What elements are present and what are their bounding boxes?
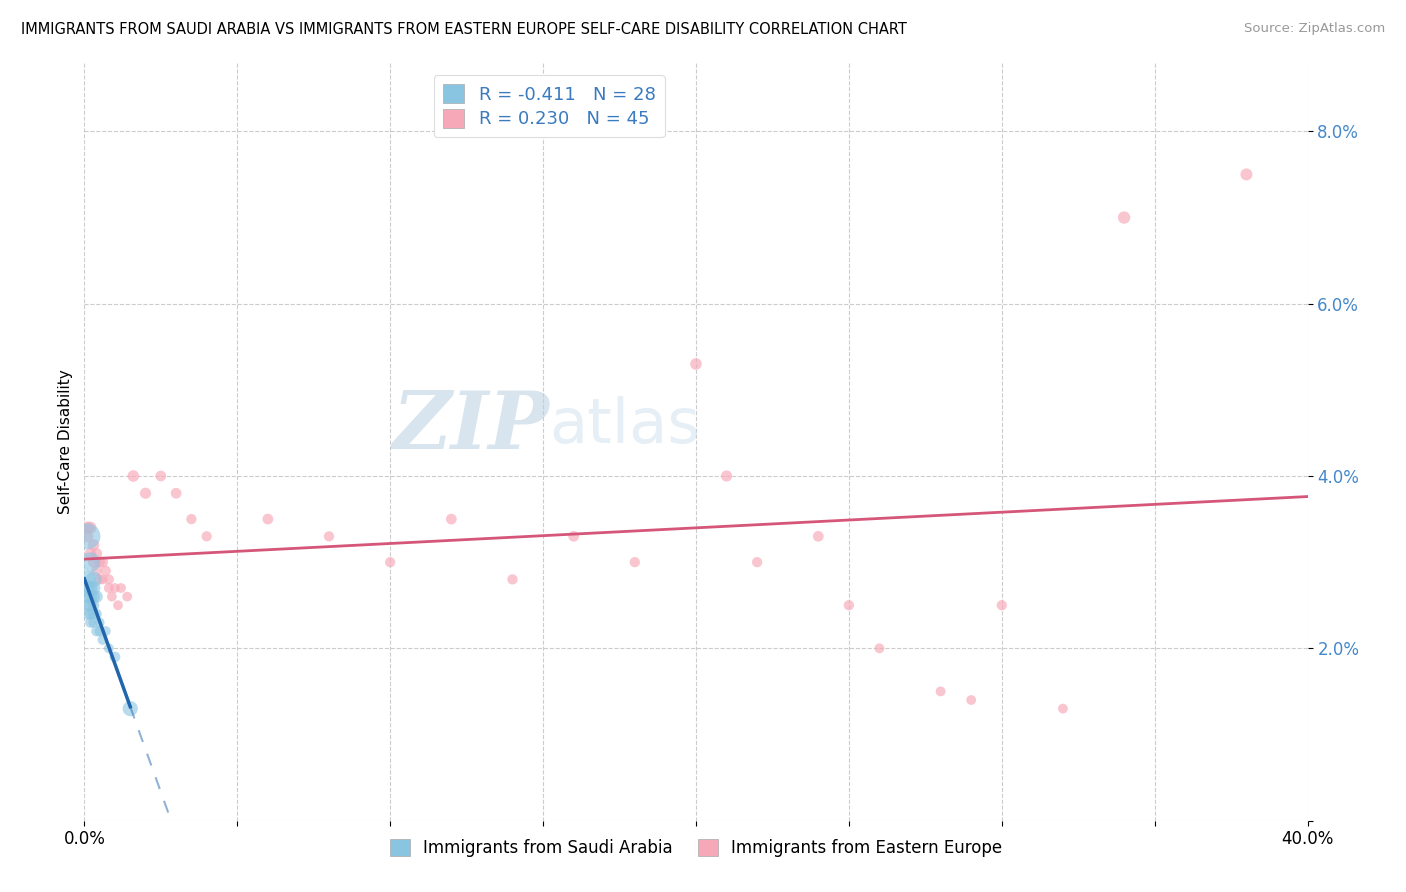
Point: [1236, 168, 1258, 182]
Point: [79, 555, 101, 569]
Y-axis label: Self-Care Disability: Self-Care Disability: [58, 369, 73, 514]
Point: [120, 701, 142, 715]
Point: [83, 581, 105, 595]
Point: [86, 590, 108, 604]
Point: [83, 607, 105, 621]
Text: IMMIGRANTS FROM SAUDI ARABIA VS IMMIGRANTS FROM EASTERN EUROPE SELF-CARE DISABIL: IMMIGRANTS FROM SAUDI ARABIA VS IMMIGRAN…: [21, 22, 907, 37]
Point: [149, 469, 172, 483]
Point: [76, 573, 98, 587]
Point: [86, 624, 108, 639]
Point: [89, 624, 111, 639]
Point: [83, 538, 105, 552]
Point: [195, 529, 218, 543]
Point: [89, 573, 111, 587]
Point: [716, 469, 738, 483]
Point: [79, 521, 101, 535]
Point: [91, 573, 114, 587]
Point: [89, 555, 111, 569]
Point: [440, 512, 463, 526]
Point: [807, 529, 830, 543]
Point: [165, 486, 187, 500]
Point: [929, 684, 952, 698]
Point: [83, 615, 105, 630]
Point: [76, 590, 98, 604]
Point: [97, 573, 120, 587]
Point: [101, 590, 124, 604]
Point: [869, 641, 891, 656]
Point: [1052, 701, 1074, 715]
Point: [180, 512, 202, 526]
Point: [104, 581, 127, 595]
Point: [83, 573, 105, 587]
Point: [89, 615, 111, 630]
Point: [79, 581, 101, 595]
Point: [97, 581, 120, 595]
Point: [380, 555, 402, 569]
Point: [107, 599, 129, 613]
Point: [76, 581, 98, 595]
Point: [122, 469, 145, 483]
Point: [79, 547, 101, 561]
Point: [76, 599, 98, 613]
Point: [1114, 211, 1136, 225]
Point: [960, 693, 983, 707]
Point: [83, 599, 105, 613]
Point: [86, 547, 108, 561]
Point: [115, 590, 138, 604]
Point: [838, 599, 860, 613]
Point: [76, 529, 98, 543]
Point: [97, 641, 120, 656]
Text: ZIP: ZIP: [392, 388, 550, 465]
Point: [91, 632, 114, 647]
Point: [685, 357, 707, 371]
Point: [86, 564, 108, 578]
Point: [110, 581, 132, 595]
Point: [76, 529, 98, 543]
Point: [257, 512, 280, 526]
Point: [991, 599, 1014, 613]
Legend: Immigrants from Saudi Arabia, Immigrants from Eastern Europe: Immigrants from Saudi Arabia, Immigrants…: [381, 830, 1011, 865]
Point: [79, 590, 101, 604]
Point: [94, 564, 117, 578]
Point: [76, 607, 98, 621]
Point: [79, 615, 101, 630]
Point: [94, 624, 117, 639]
Point: [91, 555, 114, 569]
Point: [79, 599, 101, 613]
Text: Source: ZipAtlas.com: Source: ZipAtlas.com: [1244, 22, 1385, 36]
Point: [562, 529, 585, 543]
Point: [83, 590, 105, 604]
Point: [747, 555, 769, 569]
Point: [624, 555, 647, 569]
Point: [83, 555, 105, 569]
Point: [135, 486, 157, 500]
Point: [76, 521, 98, 535]
Point: [86, 607, 108, 621]
Point: [318, 529, 340, 543]
Point: [502, 573, 524, 587]
Point: [79, 607, 101, 621]
Point: [104, 649, 127, 664]
Text: atlas: atlas: [550, 396, 700, 457]
